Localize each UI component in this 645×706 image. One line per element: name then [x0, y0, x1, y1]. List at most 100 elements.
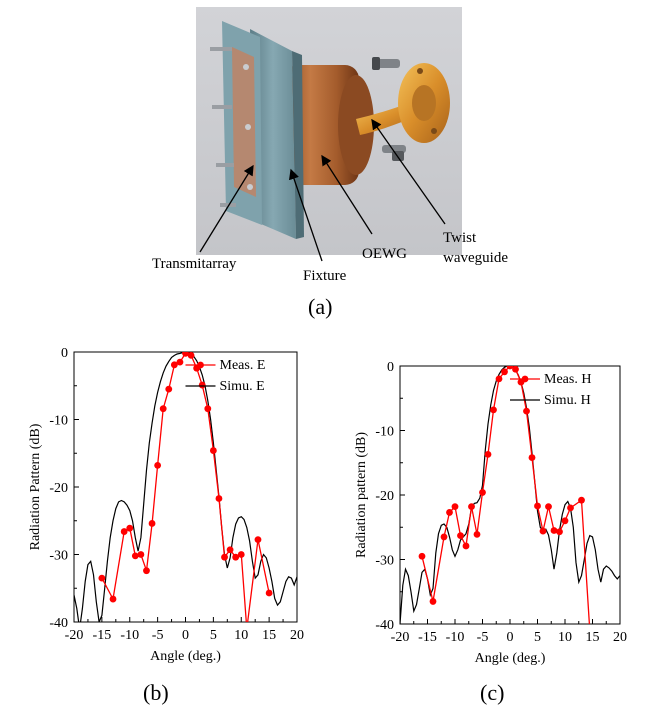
- x-axis-label: Angle (deg.): [150, 649, 221, 664]
- x-tick-label: 0: [182, 628, 189, 643]
- measured-point: [182, 352, 189, 357]
- measured-point: [468, 503, 475, 511]
- y-tick-label: 0: [387, 360, 394, 375]
- measured-point: [479, 489, 486, 496]
- x-tick-label: 15: [262, 628, 276, 643]
- measured-point: [506, 366, 514, 370]
- measured-point: [237, 551, 245, 558]
- measured-point: [495, 375, 503, 383]
- x-tick-label: -10: [446, 630, 465, 645]
- x-tick-label: -20: [65, 628, 84, 643]
- measured-point: [501, 368, 508, 376]
- x-tick-label: -5: [477, 630, 489, 645]
- x-tick-label: -20: [391, 630, 410, 645]
- measured-point: [232, 553, 240, 561]
- measured-point: [578, 496, 585, 504]
- measured-point: [154, 462, 162, 469]
- measured-point: [254, 536, 262, 544]
- y-tick-label: -40: [375, 618, 394, 633]
- measured-point: [109, 595, 117, 603]
- measured-point: [209, 447, 217, 454]
- measured-point: [457, 532, 464, 540]
- y-tick-label: -10: [49, 414, 68, 429]
- measured-point: [198, 381, 206, 389]
- caption-c: (c): [480, 680, 505, 705]
- legend-simulated-label: Simu. E: [220, 379, 265, 394]
- x-tick-label: 20: [290, 628, 304, 643]
- measured-point: [126, 524, 134, 532]
- series-group: [400, 366, 620, 624]
- legend-measured-marker: [197, 361, 204, 369]
- x-tick-label: -15: [418, 630, 437, 645]
- y-tick-label: 0: [61, 346, 68, 361]
- measured-point: [462, 542, 470, 550]
- measured-point: [170, 361, 178, 369]
- measured-point: [451, 503, 459, 511]
- measured-point: [473, 530, 481, 538]
- x-tick-label: -5: [152, 628, 164, 643]
- y-tick-label: -40: [49, 616, 68, 631]
- twist-label: Twist: [443, 230, 477, 246]
- measured-point: [429, 598, 437, 605]
- x-axis-label: Angle (deg.): [475, 651, 546, 666]
- x-tick-label: 10: [558, 630, 572, 645]
- simulated-series-line: [74, 352, 297, 622]
- measured-point: [187, 352, 195, 359]
- fixture-label: Fixture: [303, 268, 347, 284]
- y-tick-label: -20: [49, 481, 68, 496]
- measured-point: [523, 407, 530, 415]
- x-tick-label: -15: [93, 628, 112, 643]
- legend-measured-marker: [521, 375, 529, 383]
- y-axis-label: Radiation Pattern (dB): [28, 423, 43, 550]
- x-tick-label: 5: [210, 628, 217, 643]
- measured-point: [539, 527, 547, 535]
- y-tick-label: -30: [49, 549, 68, 564]
- measured-point: [528, 454, 536, 461]
- measured-point: [484, 450, 492, 458]
- measured-point: [159, 405, 167, 413]
- measured-point: [221, 553, 228, 561]
- measured-point: [534, 502, 541, 510]
- measured-point: [556, 528, 563, 536]
- measured-point: [120, 528, 128, 535]
- measured-point: [98, 574, 106, 582]
- measured-point: [131, 552, 139, 560]
- measured-point: [561, 517, 569, 525]
- measured-point: [440, 533, 448, 541]
- y-tick-label: -30: [375, 554, 394, 569]
- measured-point: [490, 406, 497, 414]
- transmitarray-label: Transmitarray: [152, 256, 237, 272]
- legend-measured-label: Meas. H: [544, 372, 591, 387]
- caption-a: (a): [308, 294, 333, 319]
- measured-point: [148, 520, 156, 527]
- x-tick-label: 15: [586, 630, 600, 645]
- y-tick-label: -10: [375, 425, 394, 440]
- measured-point: [143, 567, 150, 575]
- x-tick-label: 0: [507, 630, 514, 645]
- measured-point: [545, 503, 552, 511]
- x-tick-label: 10: [234, 628, 248, 643]
- measured-point: [265, 589, 273, 597]
- measured-point: [550, 527, 558, 534]
- measured-point: [512, 366, 519, 373]
- measured-point: [226, 546, 234, 554]
- waveguide-label: waveguide: [443, 250, 508, 266]
- oewg-label: OEWG: [362, 246, 407, 262]
- measured-point: [204, 405, 212, 413]
- y-axis-label: Radiation pattern (dB): [354, 432, 369, 558]
- measured-point: [418, 552, 426, 560]
- measured-point: [567, 504, 574, 512]
- measured-point: [215, 495, 223, 502]
- x-tick-label: 20: [613, 630, 627, 645]
- x-tick-label: 5: [534, 630, 541, 645]
- measured-point: [137, 551, 145, 558]
- simulated-series-line: [400, 366, 620, 624]
- measured-point: [446, 509, 453, 516]
- measured-point: [165, 385, 173, 393]
- legend-measured-label: Meas. E: [220, 358, 266, 373]
- series-group: [74, 352, 297, 622]
- x-tick-label: -10: [120, 628, 139, 643]
- caption-b: (b): [143, 680, 169, 705]
